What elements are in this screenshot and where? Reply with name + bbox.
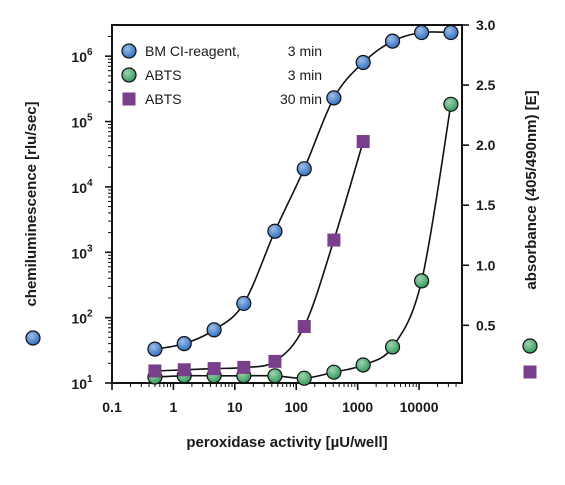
legend-marker-1: [121, 43, 137, 59]
right-axis-key: [522, 338, 538, 379]
series-3-point-8: [356, 135, 370, 149]
legend-label-1: BM CI-reagent,: [145, 43, 240, 59]
y-axis-right: 0.5 1.0 1.5 2.0 2.5 3.0: [462, 17, 496, 333]
y-right-tick-label-3: 1.5: [476, 197, 496, 213]
x-axis-title: peroxidase activity [µU/well]: [186, 434, 387, 451]
series-3-point-3: [207, 362, 221, 376]
x-tick-label-5: 1000: [342, 399, 373, 415]
series-3-point-4: [237, 360, 251, 374]
series-3-point-1: [148, 364, 162, 378]
left-axis-key-marker: [25, 330, 41, 346]
y-left-tick-label-2: 102: [71, 309, 93, 327]
series-1-point-11: [443, 24, 459, 41]
legend-marker-3: [122, 92, 136, 106]
series-2-point-10: [414, 273, 430, 289]
y-right-tick-label-6: 3.0: [476, 17, 496, 33]
legend-label-3: ABTS: [145, 91, 182, 107]
legend: BM CI-reagent, 3 min ABTS 3 min ABTS 30 min: [121, 43, 322, 107]
y-axis-left: 101 102 103 104 105 106: [71, 36, 112, 392]
series-1-point-1: [147, 341, 163, 357]
series-1-point-8: [355, 54, 371, 71]
y-left-tick-label-4: 104: [71, 178, 93, 196]
left-axis-key: [25, 330, 41, 346]
x-tick-label-4: 100: [285, 399, 309, 415]
series-3-point-2: [177, 363, 191, 377]
y-left-tick-label-1: 101: [71, 374, 93, 392]
series-1-point-9: [384, 33, 401, 49]
x-tick-label-1: 0.1: [102, 399, 122, 415]
series-1-point-7: [326, 90, 342, 106]
y-right-tick-label-4: 2.0: [476, 137, 496, 153]
legend-time-2: 3 min: [288, 67, 322, 83]
series-1-point-4: [236, 295, 252, 312]
y-right-tick-label-5: 2.5: [476, 77, 496, 93]
y-axis-left-title: chemiluminescence [rlu/sec]: [23, 101, 40, 306]
right-axis-key-marker-1: [522, 338, 538, 354]
series-2-point-7: [326, 364, 342, 380]
legend-time-3: 30 min: [280, 91, 322, 107]
series-3-point-5: [268, 354, 282, 368]
x-axis: 0.1 1 10 100 1000 10000: [102, 383, 457, 415]
series-2-point-6: [296, 370, 312, 386]
legend-time-1: 3 min: [288, 43, 322, 59]
series-1-point-6: [296, 161, 312, 177]
x-tick-label-2: 1: [170, 399, 178, 415]
y-axis-right-title: absorbance (405/490nm) [E]: [523, 90, 540, 289]
series-2-point-9: [384, 339, 401, 355]
series-1-point-10: [414, 24, 430, 41]
y-right-tick-label-1: 0.5: [476, 317, 496, 333]
series-2-point-8: [355, 357, 371, 373]
series-1-point-5: [267, 223, 283, 239]
data-markers: [147, 24, 459, 386]
series-3-point-7: [327, 233, 341, 247]
y-left-tick-label-3: 103: [71, 243, 93, 261]
x-tick-label-3: 10: [227, 399, 243, 415]
legend-marker-2: [121, 67, 137, 83]
y-right-tick-label-2: 1.0: [476, 257, 496, 273]
y-left-tick-label-6: 106: [71, 47, 93, 65]
series-2-point-11: [443, 96, 459, 112]
legend-label-2: ABTS: [145, 67, 182, 83]
series-1-point-3: [206, 322, 222, 338]
series-2-point-5: [267, 368, 283, 384]
right-axis-key-marker-2: [523, 365, 537, 379]
series-1-point-2: [176, 336, 192, 352]
series-3-point-6: [297, 320, 311, 334]
y-left-tick-label-5: 105: [71, 113, 93, 131]
x-tick-label-6: 10000: [400, 399, 439, 415]
